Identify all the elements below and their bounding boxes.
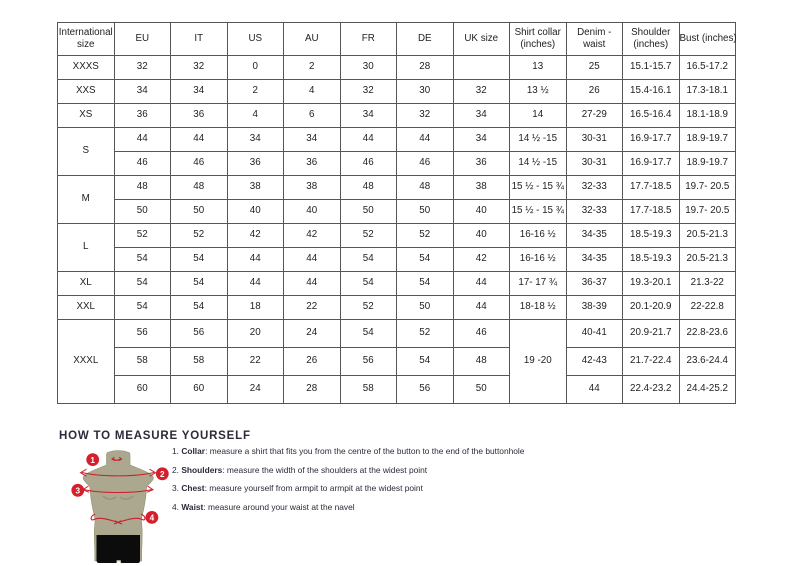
svg-text:2: 2	[160, 470, 165, 479]
svg-text:1: 1	[90, 456, 95, 465]
svg-text:4: 4	[150, 514, 155, 523]
svg-text:3: 3	[76, 487, 81, 496]
